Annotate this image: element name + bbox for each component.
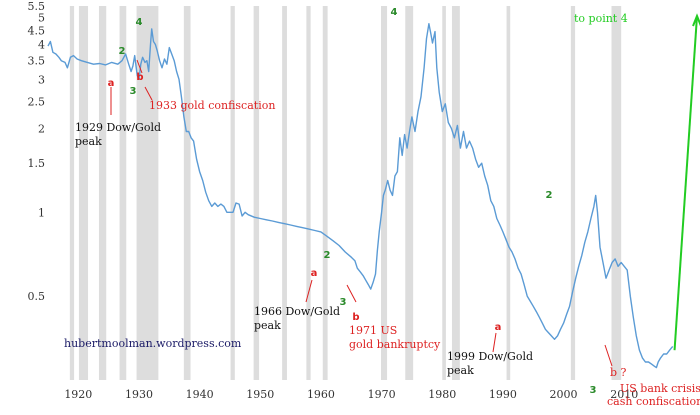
wave-label: 4 [391,7,398,18]
pointer-line [144,86,153,101]
wave-label: 2 [546,190,553,201]
recession-band [570,6,576,380]
recession-band [306,6,311,380]
peak-1999-label: 1999 Dow/Gold [447,350,533,363]
y-tick-label: 3.5 [28,55,46,68]
recession-band [230,6,235,380]
pointer-line [604,344,613,367]
y-axis: 0.5 1 1.5 2 2.5 3 3.5 4 4.555.5 [28,0,46,303]
recession-band [322,6,328,380]
bank-crisis-label: cash confiscation? [607,395,700,408]
x-tick-label: 1980 [428,388,456,401]
projection-label: to point 4 [574,12,628,25]
gold-confiscation-1933-label: 1933 gold confiscation [149,99,275,112]
y-tick-label: 0.5 [28,290,46,303]
y-tick-label: 1.5 [28,157,46,170]
wave-label: 2 [119,46,126,57]
bank-crisis-label: US bank crisis/ [620,382,700,395]
x-tick-label: 1960 [307,388,335,401]
recession-band [136,6,159,380]
wave-b-question-label: b ? [610,366,627,379]
wave-label: a [108,78,115,89]
x-tick-label: 2010 [610,388,638,401]
x-tick-label: 1930 [125,388,153,401]
recession-band [282,6,287,380]
x-tick-label: 1940 [186,388,214,401]
x-tick-label: 1970 [368,388,396,401]
recession-band [405,6,414,380]
wave-label: 3 [130,86,137,97]
y-tick-label: 2 [38,122,45,135]
recession-band [451,6,460,380]
gold-bankruptcy-1971-label: 1971 US [349,324,397,337]
projection-line [673,15,698,351]
wave-label: a [311,268,318,279]
pointer-line [136,59,143,74]
y-tick-label: 3 [38,73,45,86]
y-tick-label: 1 [38,206,45,219]
wave-label: 4 [136,17,143,28]
pointer-line [492,332,497,353]
x-tick-label: 1950 [246,388,274,401]
dow-gold-ratio-line [47,23,674,369]
x-tick-label: 2000 [550,388,578,401]
peak-1966-label: peak [254,319,281,332]
y-tick-label: 5 [38,12,45,25]
y-tick-label: 4.5 [28,24,46,37]
wave-label: 3 [590,385,597,396]
recession-band [69,6,75,380]
peak-1999-label: peak [447,364,474,377]
x-tick-label: 1990 [489,388,517,401]
gold-bankruptcy-1971-label: gold bankruptcy [349,338,441,351]
recession-band [506,6,511,380]
x-axis: 1920 1930 1940 1950 1960 1970 1980 1990 2000 2010 [64,388,638,401]
wave-label: 3 [340,297,347,308]
wave-label: b [352,312,359,323]
x-tick-label: 1920 [64,388,92,401]
recession-band [119,6,127,380]
wave-label: b [136,72,143,83]
y-tick-label: 2.5 [28,95,46,108]
annotation-arrows [110,59,613,367]
recession-band [78,6,89,380]
y-tick-label: 5.5 [28,0,46,13]
y-tick-label: 4 [38,39,45,52]
wave-label: 2 [324,250,331,261]
peak-1929-label: 1929 Dow/Gold [75,121,161,134]
recession-band [183,6,191,380]
peak-1966-label: 1966 Dow/Gold [254,305,340,318]
recession-band [611,6,622,380]
recession-bands [69,6,622,380]
pointer-line [346,284,357,303]
source-url: hubertmoolman.wordpress.com [64,337,242,350]
recession-band [98,6,107,380]
peak-1929-label: peak [75,135,102,148]
recession-band [442,6,446,380]
recession-band [253,6,260,380]
pointer-line [305,279,313,303]
wave-label: a [495,322,502,333]
